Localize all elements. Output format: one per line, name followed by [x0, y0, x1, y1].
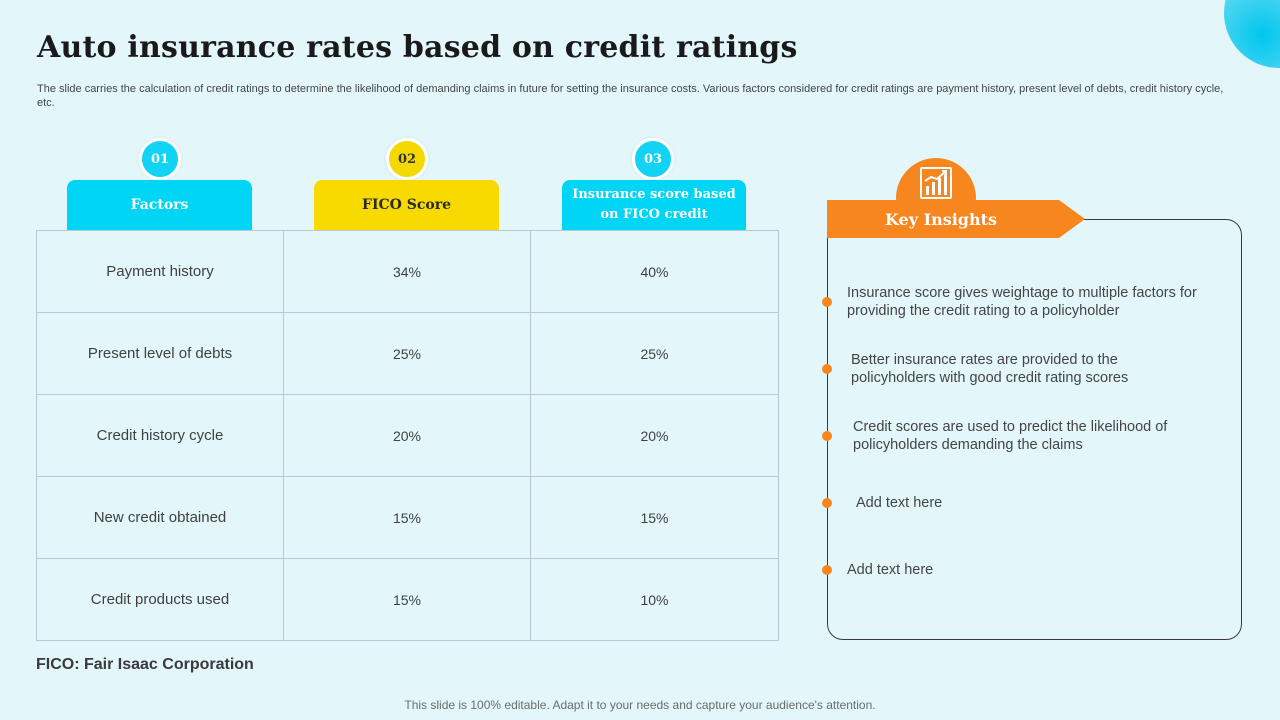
factor-cell: Payment history: [36, 230, 284, 313]
bullet-dot: [822, 431, 832, 441]
column-header-insurance-score: 03 Insurance score based on FICO credit: [562, 138, 748, 230]
bullet-dot: [822, 565, 832, 575]
insight-text: Better insurance rates are provided to t…: [851, 352, 1129, 386]
column-number-badge: 03: [632, 138, 674, 180]
page-subtitle: The slide carries the calculation of cre…: [37, 83, 1224, 109]
fico-score-cell: 15%: [283, 558, 531, 641]
insurance-score-cell: 15%: [530, 476, 779, 559]
table-row: Present level of debts 25% 25%: [36, 312, 779, 395]
insight-text: Add text here: [856, 495, 943, 511]
insurance-score-cell: 40%: [530, 230, 779, 313]
factor-cell: New credit obtained: [36, 476, 284, 559]
insurance-score-cell: 10%: [530, 558, 779, 641]
insight-text: Insurance score gives weightage to multi…: [847, 285, 1197, 319]
bullet-dot: [822, 297, 832, 307]
page-title: Auto insurance rates based on credit rat…: [37, 30, 798, 65]
factor-cell: Credit history cycle: [36, 394, 284, 477]
table-row: Credit products used 15% 10%: [36, 558, 779, 641]
insight-text: Add text here: [847, 562, 934, 578]
column-label: Insurance score based on FICO credit: [562, 180, 746, 230]
column-label: Factors: [67, 180, 252, 230]
factor-cell: Credit products used: [36, 558, 284, 641]
key-insights-title: Key Insights: [827, 200, 1085, 238]
column-number-badge: 02: [386, 138, 428, 180]
bullet-dot: [822, 498, 832, 508]
bullet-dot: [822, 364, 832, 374]
table-row: New credit obtained 15% 15%: [36, 476, 779, 559]
credit-factors-table: Payment history 34% 40% Present level of…: [36, 230, 779, 641]
fico-score-cell: 25%: [283, 312, 531, 395]
footer-note: This slide is 100% editable. Adapt it to…: [404, 698, 876, 712]
factor-cell: Present level of debts: [36, 312, 284, 395]
insurance-score-cell: 20%: [530, 394, 779, 477]
column-header-fico-score: 02 FICO Score: [314, 138, 500, 230]
column-label: FICO Score: [314, 180, 499, 230]
insight-text: Credit scores are used to predict the li…: [853, 419, 1168, 453]
fico-score-cell: 20%: [283, 394, 531, 477]
column-header-factors: 01 Factors: [67, 138, 253, 230]
table-row: Payment history 34% 40%: [36, 230, 779, 313]
decorative-corner-circle: [1224, 0, 1280, 68]
footnote: FICO: Fair Isaac Corporation: [36, 656, 254, 673]
table-row: Credit history cycle 20% 20%: [36, 394, 779, 477]
fico-score-cell: 34%: [283, 230, 531, 313]
insurance-score-cell: 25%: [530, 312, 779, 395]
fico-score-cell: 15%: [283, 476, 531, 559]
column-number-badge: 01: [139, 138, 181, 180]
